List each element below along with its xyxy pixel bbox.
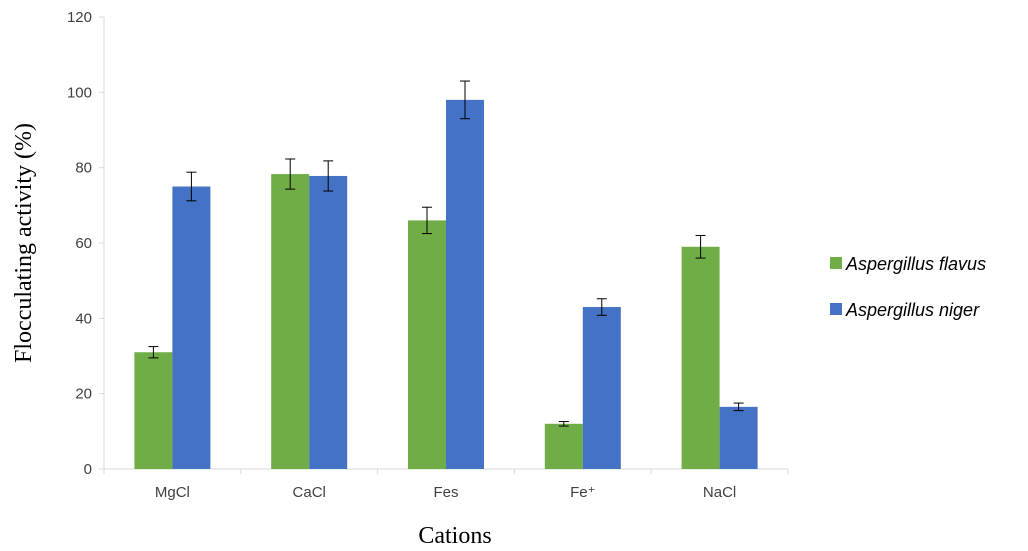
y-tick-label: 60	[75, 235, 92, 252]
y-tick-label: 80	[75, 160, 92, 177]
legend: Aspergillus flavus Aspergillus niger	[830, 254, 986, 320]
bar	[271, 174, 310, 469]
y-tick-label: 40	[75, 310, 92, 327]
bar-series	[134, 99, 758, 469]
y-tick-label: 0	[84, 461, 92, 478]
bar	[544, 423, 583, 469]
bar	[408, 220, 446, 469]
legend-label-aspergillus-niger: Aspergillus niger	[845, 300, 980, 320]
bar	[681, 246, 720, 469]
legend-swatch-aspergillus-niger	[830, 303, 842, 315]
legend-swatch-aspergillus-flavus	[830, 257, 842, 269]
y-axis-ticks: 0 20 40 60 80 100 120	[67, 9, 104, 478]
x-tick-label: CaCl	[293, 484, 326, 501]
x-tick-label: MgCl	[155, 484, 190, 501]
x-axis-title: Cations	[418, 523, 491, 549]
y-tick-label: 120	[67, 9, 92, 26]
bar	[134, 352, 173, 469]
bar	[309, 175, 348, 469]
x-tick-label: Fes	[433, 484, 458, 501]
y-tick-label: 20	[75, 386, 92, 403]
x-tick-label: Fe⁺	[570, 484, 595, 501]
x-axis-tick-labels: MgCl CaCl Fes Fe⁺ NaCl	[103, 469, 789, 501]
bar	[172, 186, 211, 469]
y-axis-title: Flocculating activity (%)	[11, 123, 37, 363]
legend-label-aspergillus-flavus: Aspergillus flavus	[845, 254, 986, 274]
error-bars	[148, 80, 744, 427]
x-tick-label: NaCl	[703, 484, 736, 501]
bar	[719, 406, 758, 469]
y-tick-label: 100	[67, 84, 92, 101]
bar	[446, 99, 484, 469]
bar	[582, 307, 621, 469]
